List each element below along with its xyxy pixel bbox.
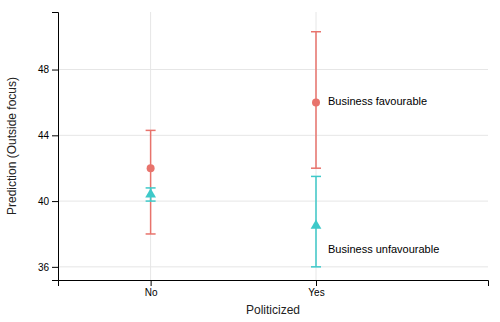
- tick-mark: [52, 135, 58, 136]
- marks: [145, 32, 321, 267]
- marker: [311, 220, 322, 229]
- series: [145, 176, 321, 266]
- error-cap: [311, 31, 321, 33]
- tick-mark: [52, 70, 58, 71]
- x-axis: No Yes: [59, 280, 489, 298]
- error-cap: [311, 167, 321, 169]
- axis-line: [52, 13, 59, 281]
- error-cap: [311, 266, 321, 268]
- y-axis: 36 40 44 48: [38, 13, 59, 281]
- annotation: Business favourable: [328, 95, 427, 107]
- plot: 36404448NoYesBusiness favourableBusiness…: [38, 12, 489, 298]
- tick-mark: [52, 201, 58, 202]
- tick: 44: [38, 130, 58, 141]
- grid-line: [58, 135, 488, 136]
- grid-line: [58, 266, 488, 267]
- tick-label: 40: [38, 196, 50, 207]
- tick: Yes: [308, 280, 324, 298]
- annotations: Business favourable Business unfavourable: [328, 95, 439, 255]
- tick-label: 48: [38, 64, 50, 75]
- grid-line: [316, 12, 317, 280]
- grid: [58, 12, 488, 280]
- tick-mark: [52, 267, 58, 268]
- error-cap: [146, 233, 156, 235]
- x-axis-title: Politicized: [246, 303, 300, 317]
- tick: 36: [38, 262, 58, 273]
- error-cap: [146, 200, 156, 202]
- tick-mark: [316, 280, 317, 286]
- error-point: [311, 32, 321, 168]
- tick: 40: [38, 196, 58, 207]
- error-cap: [146, 130, 156, 132]
- tick-label: 36: [38, 262, 50, 273]
- error-bar: [150, 130, 152, 234]
- error-point: [146, 130, 156, 234]
- error-point: [145, 188, 156, 201]
- marker: [145, 188, 156, 197]
- annotation: Business unfavourable: [328, 243, 439, 255]
- marker: [312, 98, 320, 106]
- chart: 36404448NoYesBusiness favourableBusiness…: [0, 0, 500, 322]
- tick-label: 44: [38, 130, 50, 141]
- grid-line: [58, 69, 488, 70]
- error-cap: [311, 176, 321, 178]
- tick: No: [145, 280, 158, 298]
- axis-line: [59, 281, 489, 287]
- grid-line: [58, 201, 488, 202]
- marker: [147, 164, 155, 172]
- tick: 48: [38, 64, 58, 75]
- tick-label: No: [145, 287, 158, 298]
- tick-mark: [151, 280, 152, 286]
- grid-line: [150, 12, 151, 280]
- y-axis-title: Prediction (Outside focus): [5, 77, 19, 215]
- tick-label: Yes: [308, 287, 324, 298]
- series: [146, 32, 321, 234]
- error-point: [311, 176, 322, 266]
